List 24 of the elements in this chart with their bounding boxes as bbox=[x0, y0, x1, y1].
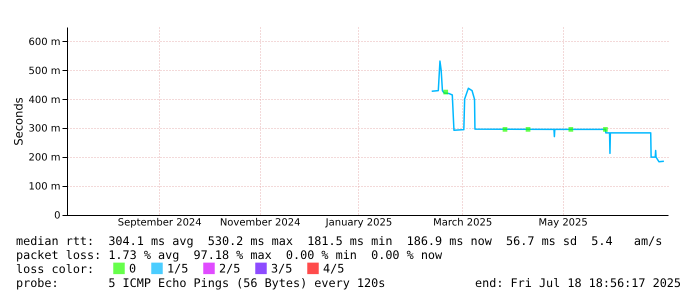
y-tick-label: 500 m bbox=[28, 66, 60, 77]
text: median rtt: 304.1 ms avg 530.2 ms max 181.5 ms min 186.9 ms now 56.7 ms sd 5.4 am/s bbox=[16, 234, 662, 248]
y-axis-title: Seconds bbox=[11, 97, 26, 146]
y-tick-label: 200 m bbox=[28, 152, 60, 164]
text: packet loss: 1.73 % avg 97.18 % max 0.00 % min 0.00 % now bbox=[16, 248, 442, 262]
legend-title: loss color: bbox=[16, 262, 94, 276]
legend-label: 1/5 bbox=[167, 261, 188, 276]
legend-label: 4/5 bbox=[323, 261, 344, 276]
y-tick-label: 100 m bbox=[28, 182, 60, 193]
legend-label: 0 bbox=[129, 261, 136, 276]
x-tick-label: May 2025 bbox=[538, 218, 588, 228]
x-tick-label: November 2024 bbox=[220, 218, 300, 228]
x-tick-label: September 2024 bbox=[118, 218, 202, 228]
text: end: Fri Jul 18 18:56:17 2025 bbox=[475, 276, 681, 290]
x-tick-label: January 2025 bbox=[324, 218, 392, 228]
legend-label: 2/5 bbox=[219, 261, 240, 276]
y-tick-label: 400 m bbox=[28, 94, 60, 106]
y-tick-label: 300 m bbox=[28, 124, 60, 135]
line-series bbox=[430, 60, 665, 163]
legend-label: 3/5 bbox=[271, 261, 292, 276]
y-tick-label: 600 m bbox=[28, 36, 60, 48]
x-tick-label: March 2025 bbox=[433, 218, 492, 228]
y-tick-label: 0 bbox=[54, 210, 60, 222]
text: probe: 5 ICMP Echo Pings (56 Bytes) every 120s bbox=[16, 276, 386, 290]
